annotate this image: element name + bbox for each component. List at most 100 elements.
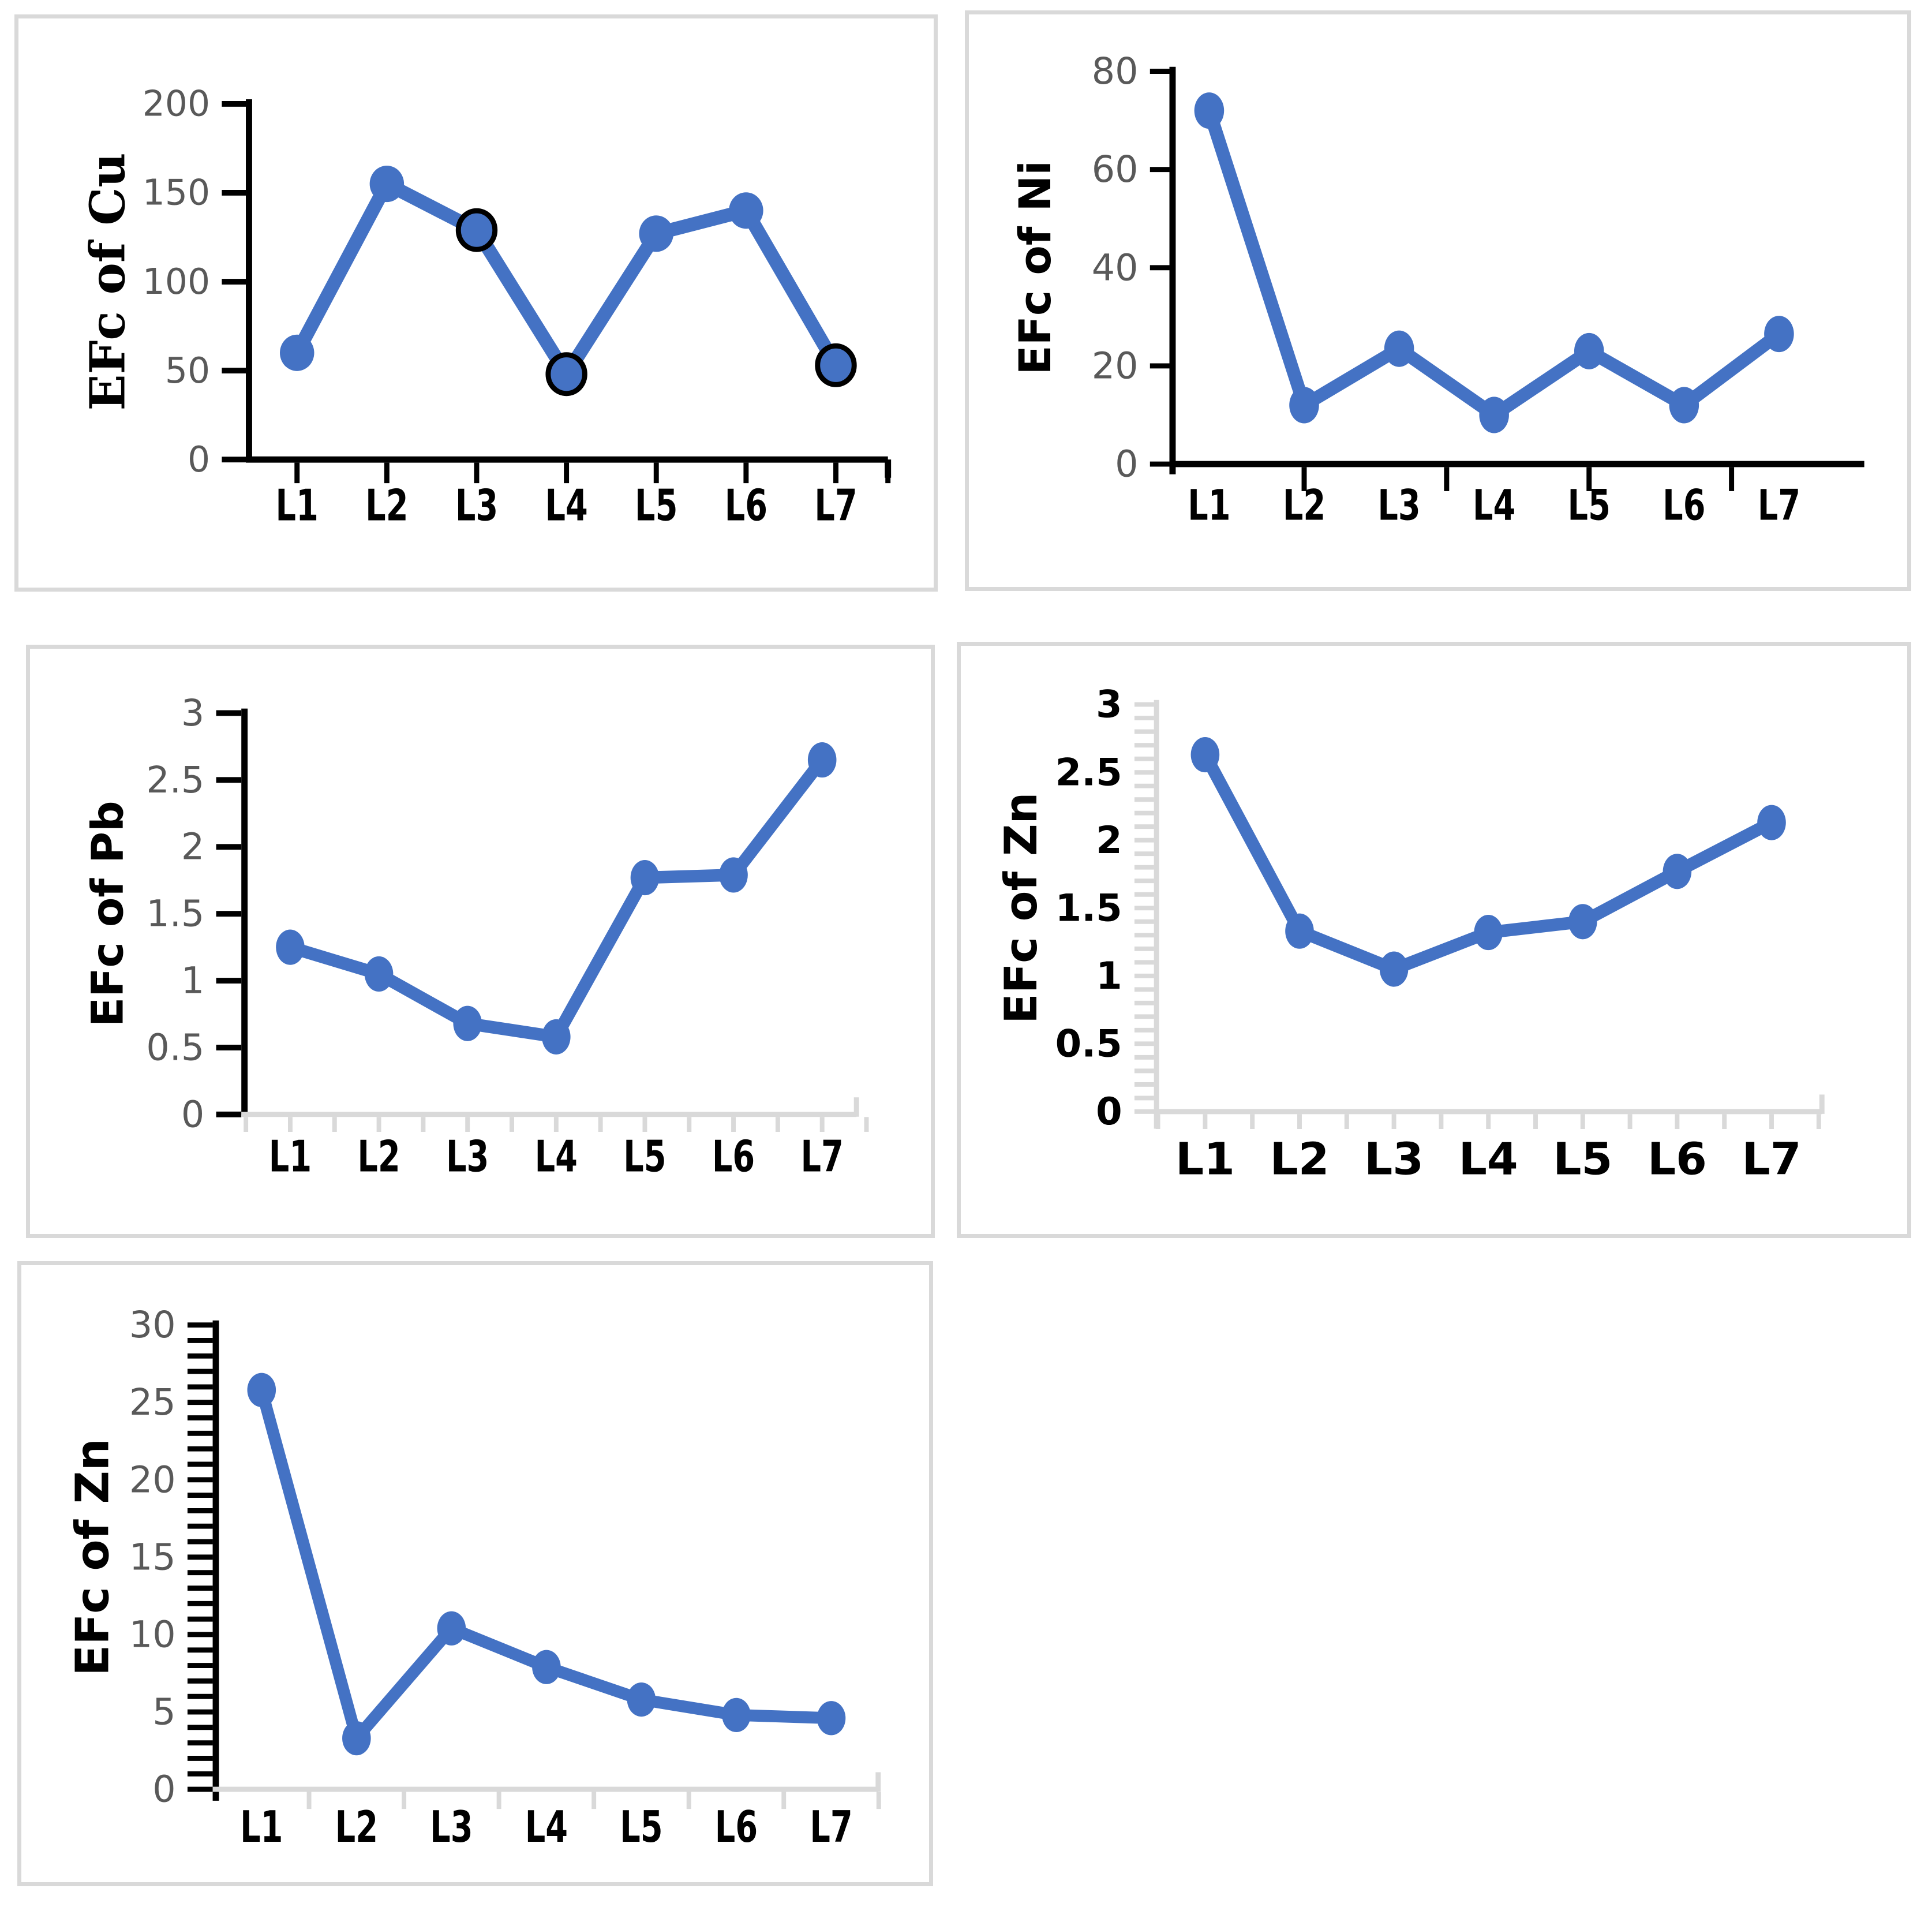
cu-marker-L6 bbox=[729, 192, 763, 229]
cu-x-label-L3: L3 bbox=[455, 480, 498, 531]
ni-y-tick-label-0: 0 bbox=[1115, 443, 1138, 485]
zn_bottom-x-label-L3: L3 bbox=[430, 1801, 473, 1852]
zn_bottom-series-line bbox=[255, 1383, 837, 1744]
ni-x-label-L1: L1 bbox=[1188, 481, 1230, 530]
pb-marker-L5 bbox=[630, 859, 660, 896]
ni-x-label-L6: L6 bbox=[1663, 481, 1705, 530]
zn_mid-marker-L2 bbox=[1285, 913, 1314, 949]
ni-marker-L7 bbox=[1764, 316, 1794, 353]
cu-y-tick-label-100: 100 bbox=[143, 261, 210, 302]
chart-efc-ni: 0 20 40 60 80 L1 L2 L3 L4 L5 L6 L7 EFc of Ni bbox=[1010, 50, 1864, 530]
pb-marker-L2 bbox=[364, 956, 394, 992]
ni-x-label-L4: L4 bbox=[1473, 481, 1515, 530]
zn_bottom-marker-L7 bbox=[817, 1701, 846, 1736]
cu-y-tick-label-200: 200 bbox=[143, 84, 210, 125]
zn_mid-marker-L7 bbox=[1757, 805, 1786, 840]
pb-y-tick-label-1: 1 bbox=[181, 959, 204, 1002]
pb-marker-L7 bbox=[807, 742, 837, 778]
pb-x-label-L6: L6 bbox=[712, 1131, 755, 1182]
cu-x-label-L1: L1 bbox=[276, 480, 319, 531]
zn_mid-marker-L4 bbox=[1474, 914, 1503, 951]
zn_bottom-x-label-L6: L6 bbox=[715, 1801, 758, 1852]
cu-marker-L5 bbox=[639, 215, 673, 252]
zn_mid-y-tick-label-0: 0 bbox=[1096, 1090, 1122, 1134]
pb-x-label-L1: L1 bbox=[269, 1131, 312, 1182]
zn_bottom-x-label-L7: L7 bbox=[810, 1801, 852, 1852]
ni-y-axis-title: EFc of Ni bbox=[1010, 160, 1061, 375]
pb-series-line bbox=[284, 753, 829, 1044]
cu-y-tick-label-50: 50 bbox=[165, 350, 210, 391]
zn_mid-x-label-L7: L7 bbox=[1742, 1134, 1801, 1186]
pb-marker-L6 bbox=[719, 857, 748, 893]
zn_mid-y-tick-label-3: 3 bbox=[1096, 683, 1122, 727]
zn_bottom-y-tick-label-10: 10 bbox=[129, 1613, 176, 1656]
panel-efc-zn-small: 0 0.5 1 1.5 2 2.5 3 L1 L2 L3 L4 L5 L6 L7 EFc of Zn bbox=[957, 642, 1911, 1238]
zn_bottom-x-label-L1: L1 bbox=[240, 1801, 283, 1852]
zn_mid-y-axis-title: EFc of Zn bbox=[995, 792, 1047, 1024]
panel-efc-ni: 0 20 40 60 80 L1 L2 L3 L4 L5 L6 L7 EFc of Ni bbox=[965, 10, 1911, 591]
panel-efc-zn-large: 0 5 10 15 20 25 30 L1 L2 L3 L4 L5 L6 L7 EFc of Zn bbox=[17, 1261, 933, 1886]
zn_bottom-y-tick-label-25: 25 bbox=[129, 1381, 176, 1423]
panel-efc-cu: 0 50 100 150 200 L1 L2 L3 L4 L5 L6 L7 EFc of Cu bbox=[14, 14, 938, 592]
ni-series-line bbox=[1203, 104, 1786, 422]
zn_bottom-x-label-L5: L5 bbox=[620, 1801, 662, 1852]
zn_mid-marker-L6 bbox=[1663, 854, 1692, 889]
zn_bottom-marker-L1 bbox=[247, 1373, 276, 1407]
pb-y-tick-label-1.5: 1.5 bbox=[146, 892, 204, 935]
zn_bottom-x-label-L4: L4 bbox=[525, 1801, 568, 1852]
cu-x-label-L4: L4 bbox=[545, 480, 587, 531]
zn_mid-y-tick-label-2.5: 2.5 bbox=[1055, 750, 1122, 794]
zn_mid-y-tick-label-2: 2 bbox=[1096, 818, 1122, 862]
ni-y-tick-label-40: 40 bbox=[1092, 246, 1139, 289]
cu-marker-L1 bbox=[280, 334, 314, 371]
zn_mid-y-tick-label-0.5: 0.5 bbox=[1055, 1022, 1122, 1066]
chart-efc-zn-large: 0 5 10 15 20 25 30 L1 L2 L3 L4 L5 L6 L7 EFc of Zn bbox=[66, 1303, 881, 1852]
zn_mid-x-label-L1: L1 bbox=[1175, 1134, 1235, 1186]
chart-efc-cu: 0 50 100 150 200 L1 L2 L3 L4 L5 L6 L7 EFc of Cu bbox=[79, 84, 892, 531]
ni-x-label-L2: L2 bbox=[1283, 481, 1326, 530]
pb-y-tick-label-0.5: 0.5 bbox=[146, 1026, 204, 1069]
cu-x-label-L5: L5 bbox=[635, 480, 677, 531]
ni-y-tick-label-80: 80 bbox=[1092, 50, 1139, 92]
ni-y-tick-label-60: 60 bbox=[1092, 148, 1139, 190]
zn_mid-x-label-L3: L3 bbox=[1364, 1134, 1424, 1186]
ni-marker-L4 bbox=[1479, 397, 1509, 433]
ni-marker-L1 bbox=[1194, 92, 1225, 129]
pb-y-tick-label-2: 2 bbox=[181, 825, 204, 868]
zn_mid-marker-L5 bbox=[1568, 904, 1597, 940]
ni-marker-L6 bbox=[1669, 387, 1699, 424]
pb-x-label-L5: L5 bbox=[623, 1131, 666, 1182]
pb-y-axis-title: EFc of Pb bbox=[82, 801, 133, 1027]
zn_mid-x-label-L4: L4 bbox=[1459, 1134, 1518, 1186]
zn_mid-y-tick-label-1.5: 1.5 bbox=[1055, 887, 1122, 930]
zn_mid-marker-L1 bbox=[1190, 737, 1220, 773]
zn_bottom-marker-L5 bbox=[627, 1682, 656, 1717]
ni-marker-L2 bbox=[1289, 387, 1319, 424]
cu-y-tick-label-150: 150 bbox=[143, 173, 210, 214]
cu-x-label-L6: L6 bbox=[725, 480, 767, 531]
pb-marker-L3 bbox=[453, 1005, 482, 1041]
zn_bottom-marker-L4 bbox=[532, 1650, 561, 1684]
zn_bottom-y-tick-label-0: 0 bbox=[152, 1768, 175, 1811]
pb-y-tick-label-3: 3 bbox=[181, 691, 204, 734]
zn_bottom-y-tick-label-15: 15 bbox=[129, 1535, 176, 1578]
zn_bottom-x-label-L2: L2 bbox=[335, 1801, 378, 1852]
zn_mid-x-label-L2: L2 bbox=[1270, 1134, 1329, 1186]
cu-y-tick-label-0: 0 bbox=[188, 439, 210, 480]
zn_bottom-y-tick-label-20: 20 bbox=[129, 1458, 176, 1501]
ni-x-label-L7: L7 bbox=[1758, 481, 1800, 530]
pb-marker-L1 bbox=[276, 929, 305, 965]
zn_bottom-marker-L6 bbox=[722, 1697, 751, 1733]
ni-marker-L5 bbox=[1574, 332, 1604, 369]
zn_bottom-y-tick-label-5: 5 bbox=[152, 1691, 175, 1733]
cu-x-label-L7: L7 bbox=[814, 480, 857, 531]
panel-efc-pb: 0 0.5 1 1.5 2 2.5 3 L1 L2 L3 L4 L5 L6 L7 EFc of Pb bbox=[26, 645, 935, 1238]
chart-efc-zn-small: 0 0.5 1 1.5 2 2.5 3 L1 L2 L3 L4 L5 L6 L7 EFc of Zn bbox=[995, 683, 1825, 1186]
chart-efc-pb: 0 0.5 1 1.5 2 2.5 3 L1 L2 L3 L4 L5 L6 L7 EFc of Pb bbox=[82, 691, 869, 1182]
pb-y-tick-label-0: 0 bbox=[181, 1093, 204, 1135]
cu-marker-L3 bbox=[455, 208, 498, 252]
ni-x-label-L5: L5 bbox=[1568, 481, 1611, 530]
pb-x-label-L2: L2 bbox=[357, 1131, 400, 1182]
zn_bottom-y-axis-title: EFc of Zn bbox=[66, 1438, 119, 1676]
